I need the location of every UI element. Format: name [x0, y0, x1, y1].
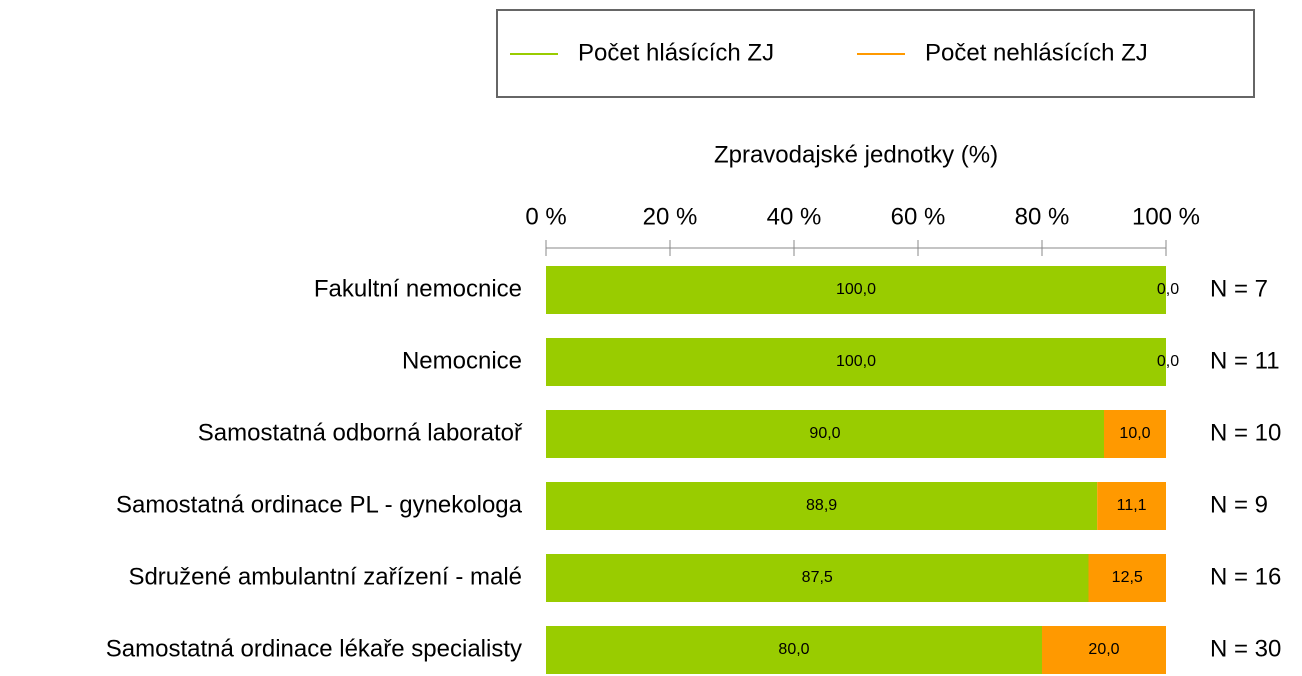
n-label: N = 7 [1210, 275, 1268, 302]
bar-segment [1088, 554, 1166, 602]
category-label: Samostatná ordinace PL - gynekologa [116, 491, 523, 518]
data-label: 12,5 [1112, 569, 1143, 586]
category-label: Nemocnice [402, 347, 522, 374]
x-tick-label: 60 % [891, 203, 946, 230]
data-label: 80,0 [778, 641, 809, 658]
bar-segment [546, 554, 1089, 602]
axis-title: Zpravodajské jednotky (%) [714, 141, 998, 168]
n-label: N = 9 [1210, 491, 1268, 518]
data-label: 10,0 [1119, 425, 1150, 442]
n-label: N = 11 [1210, 347, 1280, 374]
bar-segment [1042, 626, 1166, 674]
category-label: Samostatná odborná laboratoř [198, 419, 523, 446]
bar-segment [546, 266, 1166, 314]
data-label: 11,1 [1117, 497, 1147, 514]
category-label: Samostatná ordinace lékaře specialisty [106, 635, 522, 662]
n-label: N = 30 [1210, 635, 1281, 662]
x-tick-label: 20 % [643, 203, 698, 230]
category-label: Sdružené ambulantní zařízení - malé [128, 563, 522, 590]
bar-segment [546, 626, 1042, 674]
x-tick-label: 0 % [525, 203, 566, 230]
data-label: 87,5 [802, 569, 833, 586]
bar-segment [1104, 410, 1166, 458]
x-tick-label: 100 % [1132, 203, 1200, 230]
data-label: 90,0 [809, 425, 840, 442]
bar-segment [546, 338, 1166, 386]
n-label: N = 10 [1210, 419, 1281, 446]
category-label: Fakultní nemocnice [314, 275, 522, 302]
data-label: 100,0 [836, 353, 876, 370]
data-label: 20,0 [1088, 641, 1119, 658]
data-label: 100,0 [836, 281, 876, 298]
legend-label: Počet nehlásících ZJ [925, 39, 1148, 66]
x-tick-label: 80 % [1015, 203, 1070, 230]
data-label: 88,9 [806, 497, 837, 514]
x-tick-label: 40 % [767, 203, 822, 230]
data-label: 0,0 [1157, 281, 1179, 298]
bar-segment [1097, 482, 1166, 530]
bar-segment [546, 410, 1104, 458]
data-label: 0,0 [1157, 353, 1179, 370]
legend-label: Počet hlásících ZJ [578, 39, 774, 66]
n-label: N = 16 [1210, 563, 1281, 590]
bar-segment [546, 482, 1098, 530]
